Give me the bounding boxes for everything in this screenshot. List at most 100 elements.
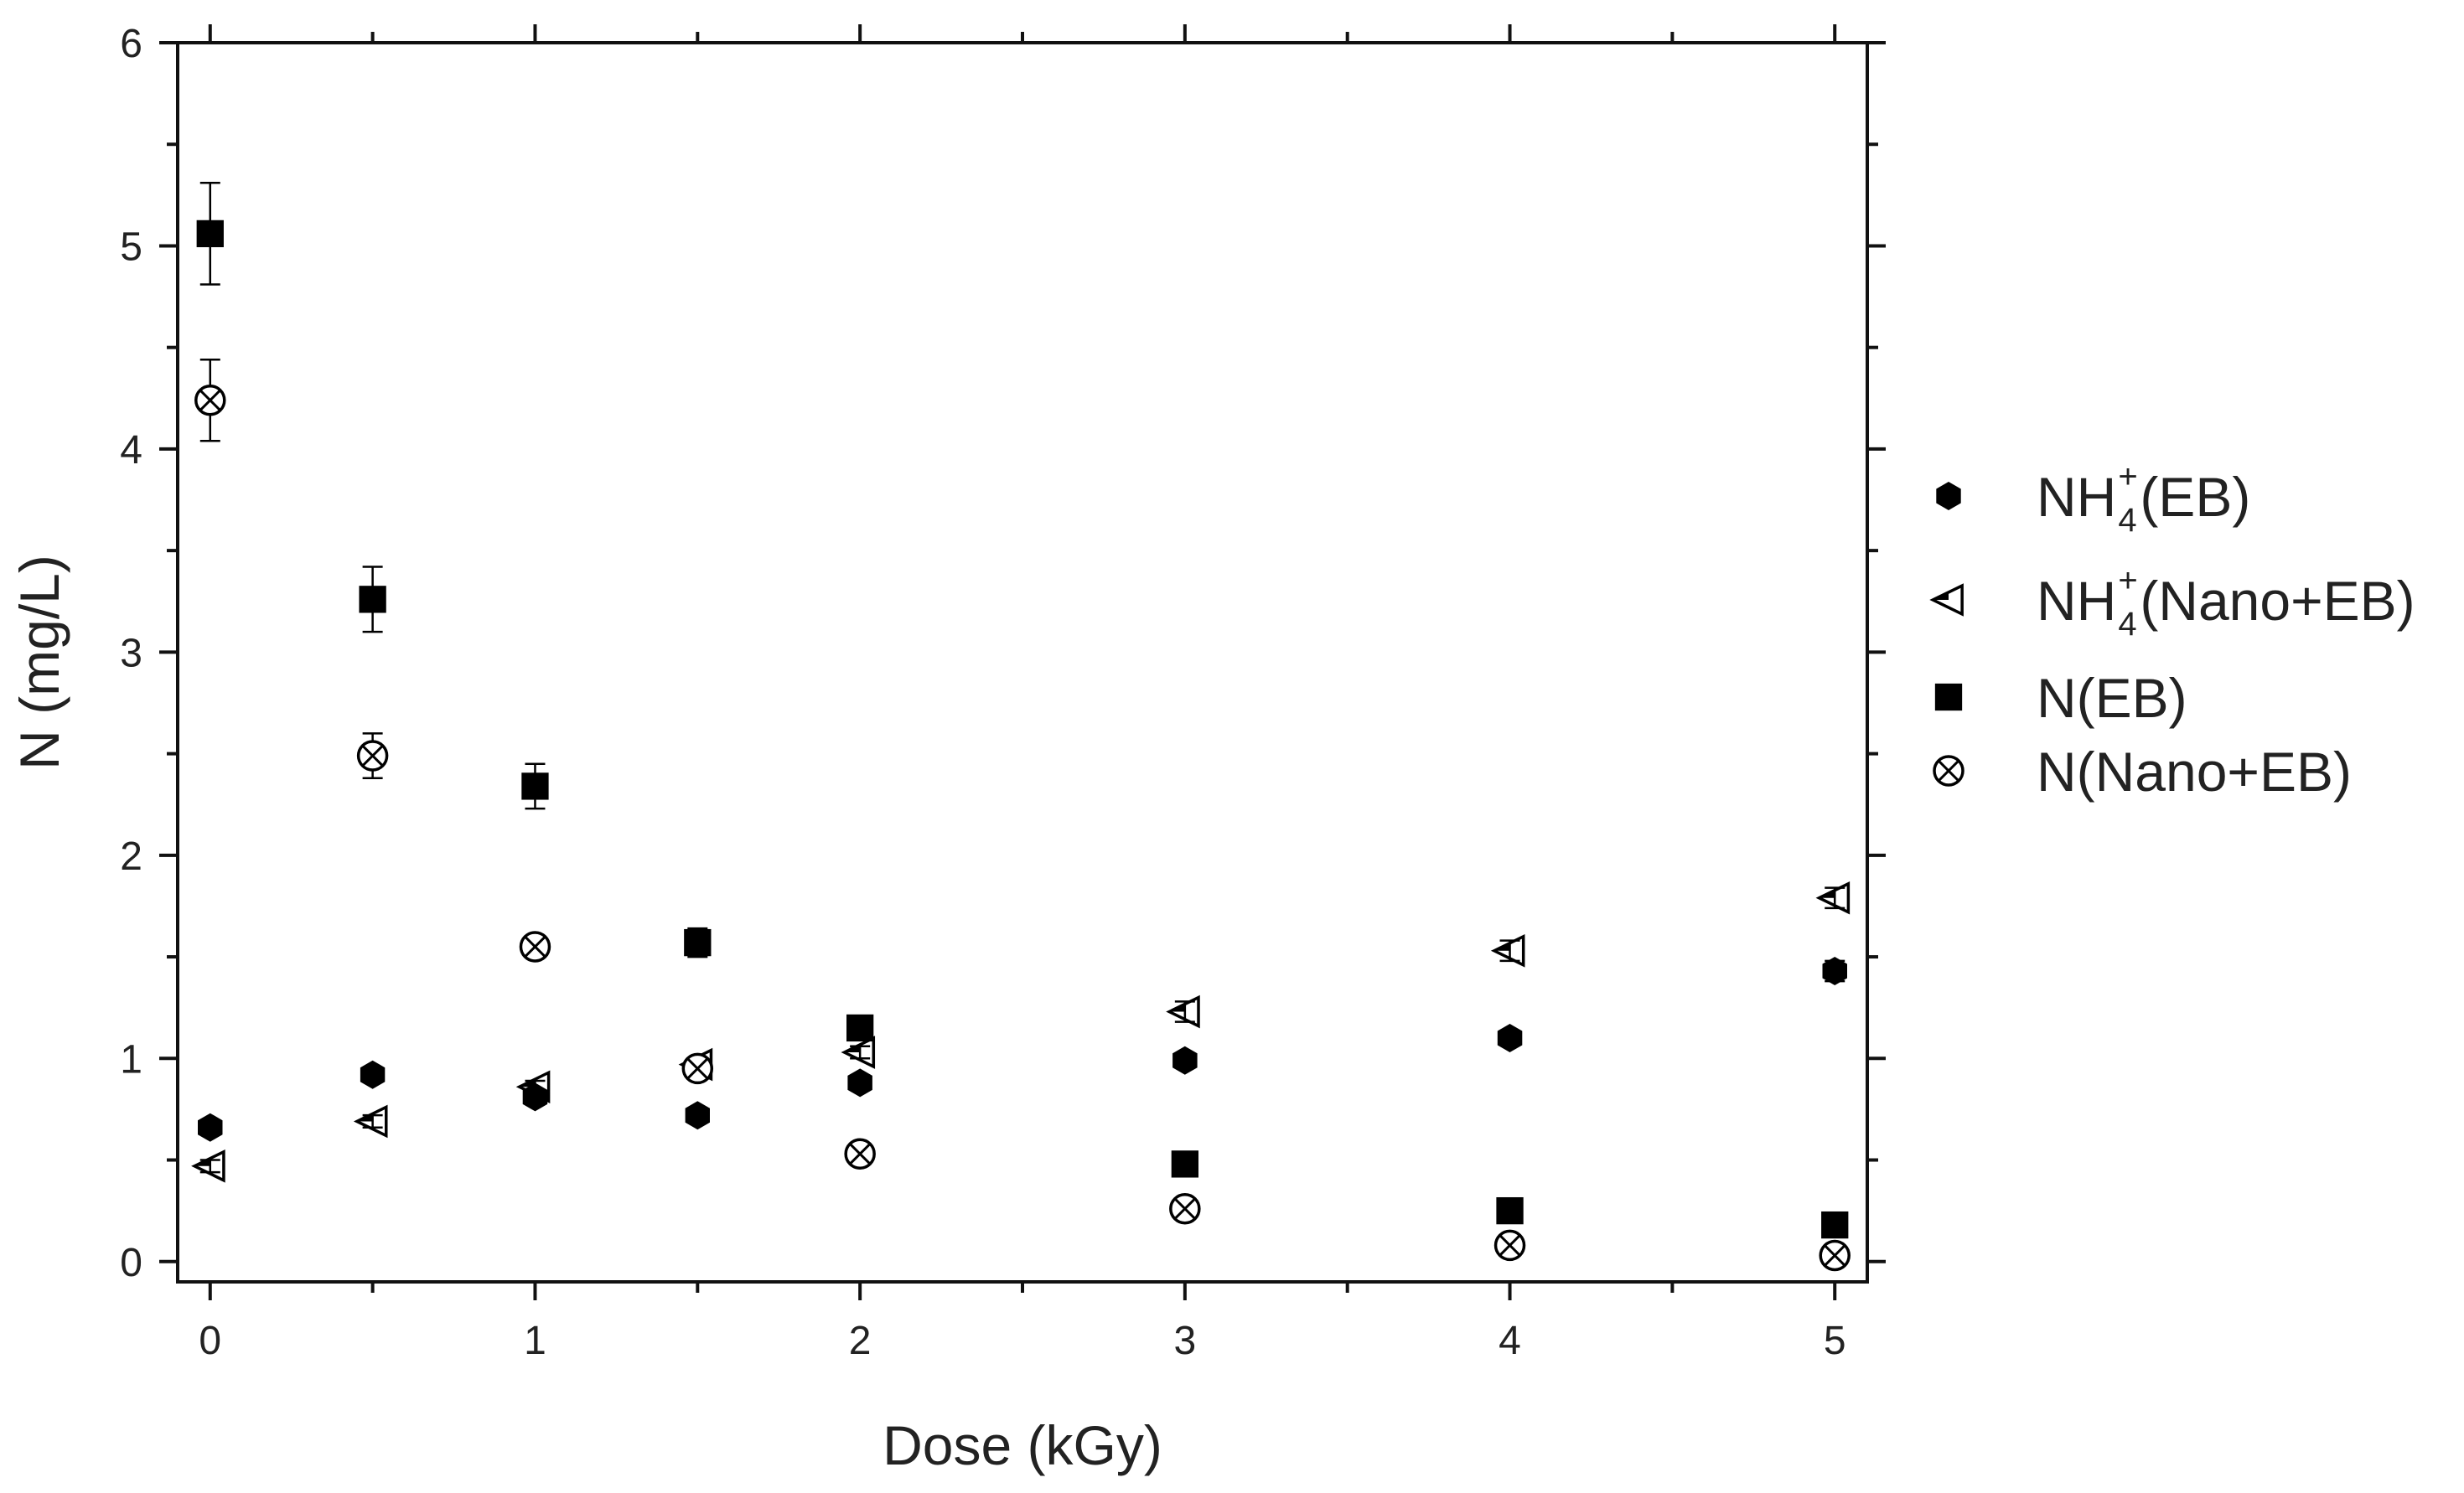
- hexagon-marker: [1172, 1046, 1198, 1075]
- legend-label-main: NH: [2037, 570, 2116, 632]
- x-tick-label: 5: [1824, 1319, 1846, 1363]
- legend-label-main: N(Nano+EB): [2037, 741, 2352, 803]
- cross-line: [849, 1143, 872, 1165]
- x-tick-label: 3: [1173, 1319, 1196, 1363]
- cross-line: [1499, 1234, 1521, 1257]
- legend-marker: [1934, 683, 1963, 711]
- data-point: [191, 1149, 225, 1183]
- data-point: [194, 384, 226, 416]
- x-axis-title: Dose (kGy): [883, 1414, 1162, 1476]
- x-tick-label: 1: [524, 1319, 546, 1363]
- triangle-outline: [353, 1104, 388, 1139]
- data-point: [515, 1070, 551, 1104]
- data-point: [685, 1101, 710, 1130]
- triangle-outline: [1929, 583, 1964, 617]
- legend-label-main: N(EB): [2037, 667, 2187, 729]
- legend-entry-3: N(Nano+EB): [1933, 741, 2352, 803]
- data-point: [1166, 994, 1200, 1029]
- data-point: [1815, 881, 1851, 915]
- series-0: [198, 957, 1847, 1142]
- data-point: [360, 1060, 386, 1089]
- data-point: [681, 1052, 714, 1085]
- cross-line: [1824, 1244, 1846, 1267]
- data-point: [1822, 957, 1847, 985]
- square-marker: [1171, 1150, 1198, 1178]
- data-point: [841, 1036, 876, 1069]
- legend-marker: [1929, 583, 1964, 617]
- triangle-outline: [1815, 881, 1851, 915]
- y-tick-label: 5: [120, 225, 142, 269]
- data-point: [1493, 1229, 1526, 1262]
- triangle-outline: [515, 1070, 551, 1104]
- data-point: [1169, 1192, 1201, 1225]
- y-tick-label: 6: [120, 22, 142, 66]
- triangle-outline: [1166, 994, 1200, 1029]
- hexagon-marker: [1822, 957, 1847, 985]
- cross-line: [1173, 1197, 1196, 1220]
- legend-label: N(EB): [2037, 667, 2187, 729]
- data-point: [846, 1014, 874, 1042]
- data-point: [1819, 1239, 1851, 1272]
- legend-marker: [1933, 755, 1964, 787]
- axes: 0 1 2 3 4 5 0 1 2 3 4 5 6 Dose (kGy) N (mg/L): [8, 22, 1886, 1476]
- data-point: [1821, 1211, 1849, 1239]
- legend-label-main: NH: [2037, 466, 2116, 528]
- cross-line: [686, 1057, 709, 1080]
- x-tick-label: 2: [849, 1319, 872, 1363]
- legend-superscript: +: [2118, 458, 2137, 495]
- y-tick-label: 4: [120, 428, 142, 473]
- data-point: [519, 931, 551, 963]
- legend-label-suffix: (Nano+EB): [2140, 570, 2415, 632]
- data-point: [1496, 1196, 1524, 1225]
- legend-entry-1: NH +4 (Nano+EB): [1929, 562, 2415, 643]
- hexagon-marker: [198, 1113, 223, 1142]
- hexagon-marker: [360, 1060, 386, 1089]
- data-point: [847, 1068, 872, 1098]
- data-point: [1497, 1024, 1523, 1052]
- legend-entry-0: NH +4 (EB): [1936, 458, 2250, 539]
- data-point: [359, 586, 386, 613]
- data-point: [196, 220, 224, 248]
- series-2: [196, 182, 1849, 1239]
- cross-line: [361, 745, 384, 767]
- data-point: [353, 1104, 388, 1139]
- legend-superscript: +: [2118, 562, 2137, 599]
- y-tick-label: 0: [120, 1241, 142, 1285]
- triangle-outline: [841, 1036, 876, 1069]
- square-marker: [1821, 1211, 1849, 1239]
- data-point: [844, 1138, 876, 1170]
- hexagon-marker: [847, 1068, 872, 1098]
- square-marker: [684, 928, 712, 957]
- legend-marker: [1936, 482, 1961, 510]
- hexagon-marker: [685, 1101, 710, 1130]
- data-point: [1172, 1046, 1198, 1075]
- data-point: [1490, 933, 1525, 968]
- legend-label: NH: [2037, 466, 2116, 528]
- square-marker: [521, 772, 549, 800]
- cross-line: [524, 935, 546, 958]
- series-3: [194, 358, 1851, 1272]
- hexagon-marker: [1497, 1024, 1523, 1052]
- y-axis-title: N (mg/L): [8, 555, 70, 770]
- legend-subscript: 4: [2118, 606, 2136, 643]
- legend-label: N(Nano+EB): [2037, 741, 2352, 803]
- square-marker: [1496, 1196, 1524, 1225]
- triangle-outline: [1490, 933, 1525, 968]
- square-marker: [1934, 683, 1963, 711]
- data-point: [356, 740, 389, 772]
- square-marker: [846, 1014, 874, 1042]
- cross-line: [1938, 760, 1959, 782]
- square-marker: [196, 220, 224, 248]
- y-tick-label: 1: [120, 1037, 142, 1082]
- series-1: [191, 881, 1851, 1183]
- legend-label-suffix: (EB): [2140, 466, 2250, 528]
- data-point: [684, 928, 712, 957]
- y-tick-label: 3: [120, 631, 142, 675]
- x-tick-label: 4: [1499, 1319, 1521, 1363]
- legend-entry-2: N(EB): [1934, 667, 2187, 729]
- x-tick-label: 0: [199, 1319, 221, 1363]
- triangle-outline: [191, 1149, 225, 1183]
- hexagon-marker: [1936, 482, 1961, 510]
